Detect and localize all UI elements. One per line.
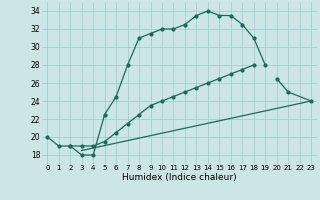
X-axis label: Humidex (Indice chaleur): Humidex (Indice chaleur) [122,173,236,182]
